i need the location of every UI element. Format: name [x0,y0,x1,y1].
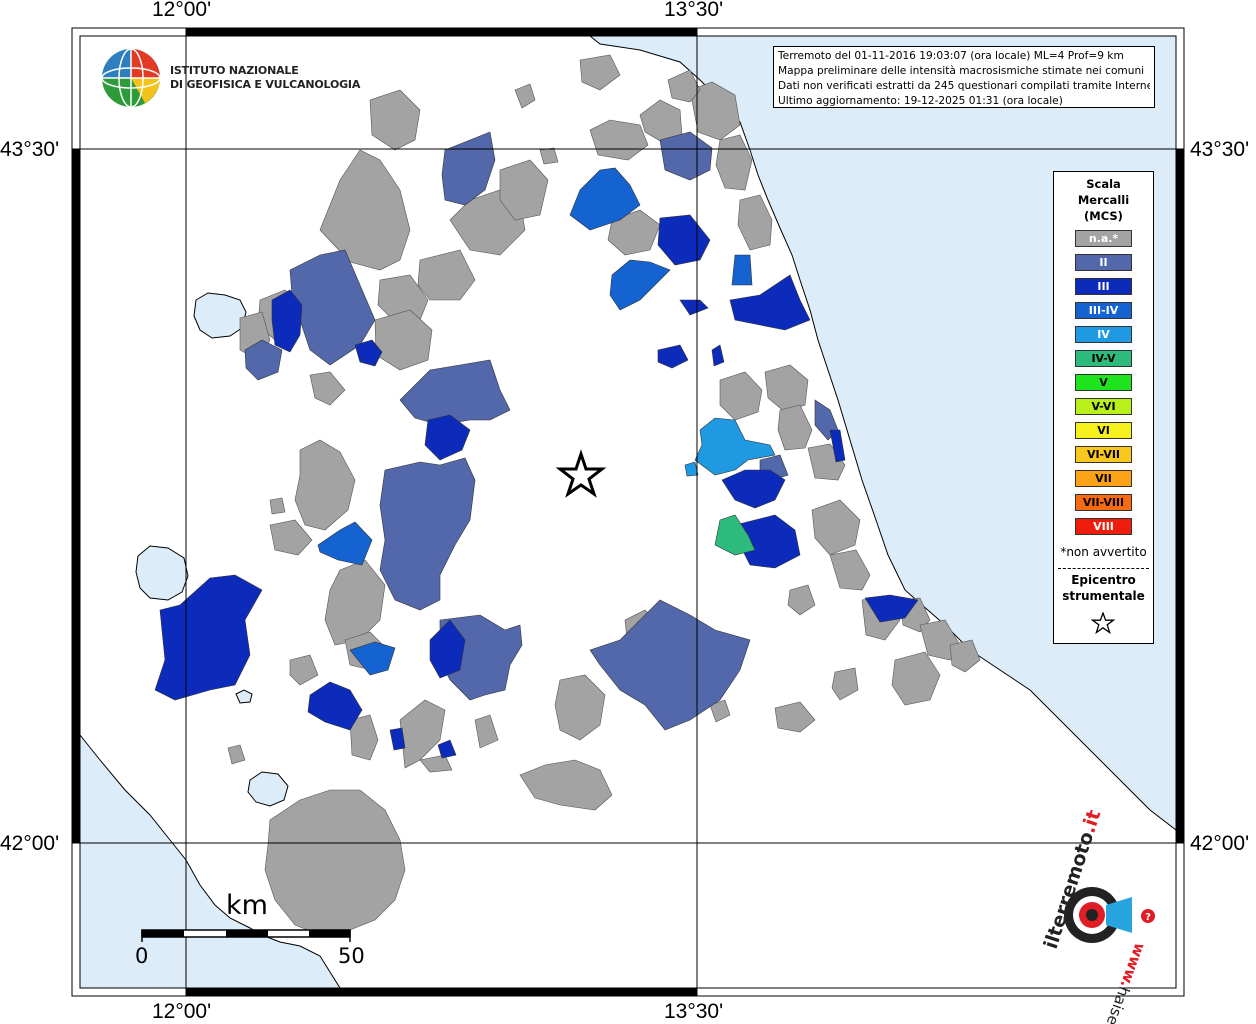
graticule [72,28,1184,996]
coord-left-top: 43°30' [0,138,60,161]
institute-logo-text: ISTITUTO NAZIONALE DI GEOFISICA E VULCAN… [170,64,360,92]
coord-top-left: 12°00' [152,0,212,21]
legend-swatch-n-a: n.a.* [1075,230,1132,247]
seismic-target-icon: ? [1064,887,1155,943]
legend-epicentre: Epicentro strumentale [1054,572,1153,604]
legend-swatch-ii: II [1075,254,1132,271]
legend-note: *non avvertito [1060,545,1147,559]
coord-right-bottom: 42°00' [1190,832,1250,855]
scale-start-label: 0 [135,944,149,968]
scale-bar [141,929,351,942]
legend-swatch-v-vi: V-VI [1075,398,1132,415]
legend-swatch-iv-v: IV-V [1075,350,1132,367]
legend-swatch-vii-viii: VII-VIII [1075,494,1132,511]
legend-title-line-2: Mercalli [1077,193,1130,207]
legend-swatch-v: V [1075,374,1132,391]
coord-bottom-right: 13°30' [664,1000,724,1023]
info-line-3: Dati non verificati estratti da 245 ques… [778,80,1150,92]
legend-swatch-iii: III [1075,278,1132,295]
legend-swatch-viii: VIII [1075,518,1132,535]
info-line-1: Terremoto del 01-11-2016 19:03:07 (ora l… [778,50,1124,62]
lake-small [235,689,253,704]
scale-unit-label: km [226,890,268,921]
legend-swatch-vi-vii: VI-VII [1075,446,1132,463]
municipalities-intensity-ii [244,131,839,731]
legend-swatch-iv: IV [1075,326,1132,343]
municipalities-intensity-iii-iv [317,167,753,676]
epicentre-star-icon [555,449,607,498]
legend-divider [1058,568,1149,569]
municipalities-intensity-iv [684,417,776,477]
info-line-4: Ultimo aggiornamento: 19-12-2025 01:31 (… [778,95,1063,107]
map-frame [71,27,1185,997]
municipalities-intensity-iv-v [714,514,756,556]
coord-right-top: 43°30' [1190,138,1250,161]
coord-bottom-left: 12°00' [152,1000,212,1023]
legend-swatch-iii-iv: III-IV [1075,302,1132,319]
lake-bolsena [135,545,189,601]
coord-top-right: 13°30' [664,0,724,21]
tyrrhenian-sea [80,734,341,988]
municipalities-not-felt [227,54,981,936]
legend-title-line-1: Scala [1086,177,1121,191]
legend-swatch-vi: VI [1075,422,1132,439]
globe-icon [101,48,161,108]
scale-end-label: 50 [338,944,365,968]
event-info-box: Terremoto del 01-11-2016 19:03:07 (ora l… [773,46,1155,108]
intensity-legend: Scala Mercalli (MCS) n.a.* II III III-IV IV I… [1053,171,1154,644]
legend-star-icon [1091,612,1115,634]
legend-swatch-vii: VII [1075,470,1132,487]
coord-left-bottom: 42°00' [0,832,60,855]
logo-line-2: DI GEOFISICA E VULCANOLOGIA [170,78,361,91]
logo-line-1: ISTITUTO NAZIONALE [170,64,299,77]
legend-title-line-3: (MCS) [1084,209,1123,223]
legend-epicentre-line-2: strumentale [1062,589,1145,603]
municipalities-intensity-iii [154,214,919,759]
svg-text:?: ? [1145,912,1151,923]
legend-epicentre-line-1: Epicentro [1071,573,1136,587]
legend-title: Scala Mercalli (MCS) [1054,176,1153,224]
info-line-2: Mappa preliminare delle intensità macros… [778,65,1145,77]
lake-bracciano [247,771,289,807]
